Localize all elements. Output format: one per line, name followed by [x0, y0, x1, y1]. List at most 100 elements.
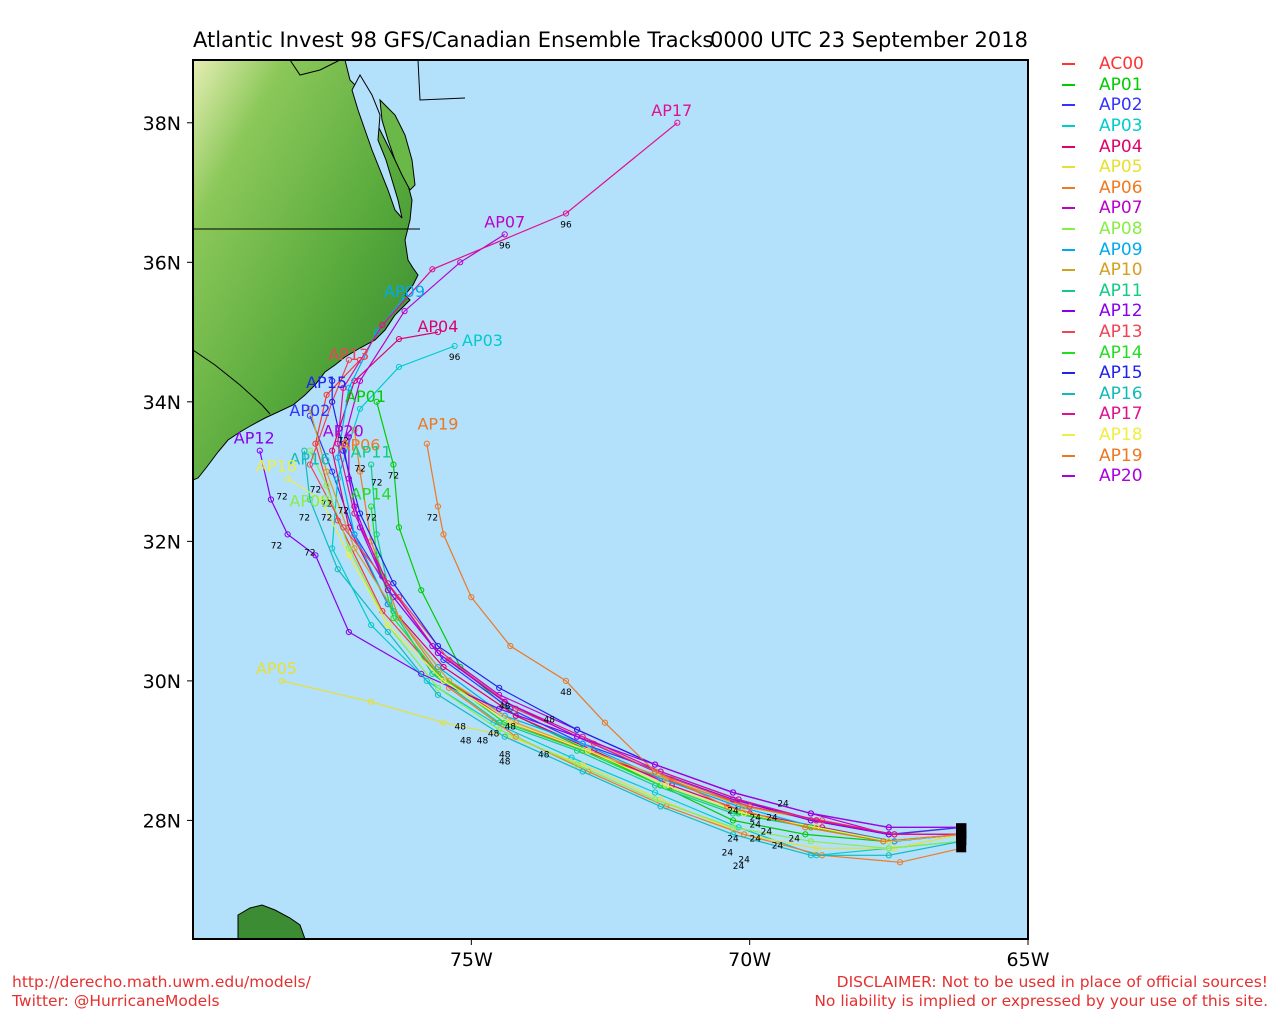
track-ap09 [337, 296, 962, 842]
initial-position-ap20 [956, 823, 967, 832]
legend-item-ap05: AP05 [1062, 157, 1144, 178]
track-point-ap03 [451, 342, 458, 350]
track-point-ap15 [340, 447, 347, 454]
lat-tick-label: 38N [143, 113, 181, 135]
delmarva-peninsula [379, 98, 416, 191]
track-point-ap16 [657, 803, 664, 810]
track-point-ap06 [351, 426, 358, 433]
track-label-ap09: AP09 [384, 282, 425, 301]
track-point-ap10 [306, 405, 313, 412]
legend-label: AP04 [1099, 136, 1143, 157]
track-ap12 [259, 450, 962, 836]
forecast-hour-marker: 24 [727, 834, 739, 844]
forecast-hour-marker: 48 [460, 737, 472, 747]
track-point-ap18 [507, 719, 514, 726]
state-border-va-md [289, 60, 341, 76]
track-point-ap08 [574, 761, 581, 768]
track-label-ap08: AP08 [289, 491, 330, 510]
track-point-ap20 [807, 810, 815, 817]
forecast-hour-marker: 48 [499, 758, 511, 768]
track-point-ap17 [334, 440, 341, 447]
track-point-ap19 [880, 838, 887, 845]
legend-swatch [1062, 248, 1075, 251]
track-label-ap12: AP12 [234, 429, 275, 448]
track-label-ap06: AP06 [340, 436, 381, 455]
legend-item-ap09: AP09 [1062, 239, 1144, 260]
legend-swatch [1062, 310, 1075, 313]
track-point-ap07 [501, 231, 508, 238]
track-point-ap18 [440, 677, 447, 684]
forecast-hour-marker: 72 [354, 465, 365, 475]
track-point-ap18 [585, 747, 592, 754]
track-point-ap13 [345, 356, 352, 364]
track-point-ap16 [301, 447, 308, 454]
track-point-ap18 [345, 552, 352, 559]
legend-item-ap13: AP13 [1062, 322, 1144, 343]
forecast-hour-marker: 48 [499, 702, 511, 712]
track-point-ap15 [329, 398, 336, 405]
track-point-ap20 [574, 733, 581, 740]
forecast-hour-marker: 24 [772, 841, 784, 851]
legend-label: AP20 [1099, 466, 1143, 487]
lon-tick-label: 75W [450, 949, 493, 971]
track-point-ap05 [368, 698, 375, 705]
track-point-ap08 [496, 726, 503, 733]
track-label-ap04: AP04 [417, 317, 458, 336]
track-ap19 [426, 443, 962, 842]
forecast-hour-marker: 24 [777, 799, 789, 809]
track-point-ap09 [579, 740, 586, 747]
track-point-ap01 [395, 524, 403, 531]
track-point-ap14 [434, 670, 442, 678]
forecast-hour-marker: 72 [427, 513, 438, 523]
track-point-ap17 [674, 119, 681, 126]
source-link[interactable]: http://derecho.math.uwm.edu/models/ [12, 973, 311, 991]
legend-label: AP15 [1099, 363, 1143, 384]
legend-item-ap19: AP19 [1062, 445, 1144, 466]
track-point-ap08 [729, 824, 737, 831]
track-point-ap17 [891, 831, 898, 838]
legend-swatch [1062, 83, 1075, 86]
track-point-ap20 [729, 789, 737, 796]
track-point-ap01 [373, 398, 380, 405]
forecast-hour-marker: 96 [449, 353, 461, 363]
forecast-hour-marker: 48 [477, 737, 489, 747]
legend-swatch [1062, 166, 1075, 169]
chesapeake-bay [351, 73, 403, 219]
legend-item-ap11: AP11 [1062, 281, 1144, 302]
track-point-ap20 [434, 649, 442, 657]
track-label-ap05: AP05 [256, 659, 297, 678]
track-point-ap04 [329, 447, 336, 454]
legend-label: AP10 [1099, 260, 1143, 281]
chart-title: Atlantic Invest 98 GFS/Canadian Ensemble… [193, 28, 714, 52]
legend-swatch [1062, 104, 1075, 107]
legend-label: AP12 [1099, 301, 1143, 322]
track-point-ap03 [356, 405, 364, 412]
legend-label: AP17 [1099, 404, 1143, 425]
track-point-ap07 [457, 259, 464, 266]
forecast-hour-marker: 72 [299, 513, 310, 523]
forecast-hour-marker: 24 [733, 862, 745, 872]
track-point-ap20 [345, 475, 352, 482]
track-point-ap10 [351, 545, 358, 552]
legend-swatch [1062, 207, 1075, 210]
track-ap13 [309, 359, 962, 836]
forecast-hour-marker: 72 [271, 541, 282, 551]
legend-item-ap16: AP16 [1062, 384, 1144, 405]
track-point-ap15 [496, 684, 503, 691]
track-point-ap07 [401, 308, 408, 315]
track-point-ap20 [885, 824, 892, 831]
initial-position-ap16 [956, 837, 967, 846]
forecast-hour-marker: 24 [750, 813, 762, 823]
legend-item-ap17: AP17 [1062, 404, 1144, 425]
legend-item-ap14: AP14 [1062, 342, 1144, 363]
map-frame [192, 59, 1029, 940]
track-point-ap08 [807, 838, 815, 845]
track-point-ap20 [384, 587, 391, 594]
track-point-ap03 [651, 789, 659, 796]
track-point-ap15 [434, 642, 442, 650]
forecast-hour-marker: 24 [722, 848, 734, 858]
track-point-ap19 [724, 803, 731, 810]
track-point-ap11 [390, 608, 397, 615]
track-point-ap12 [496, 705, 503, 712]
